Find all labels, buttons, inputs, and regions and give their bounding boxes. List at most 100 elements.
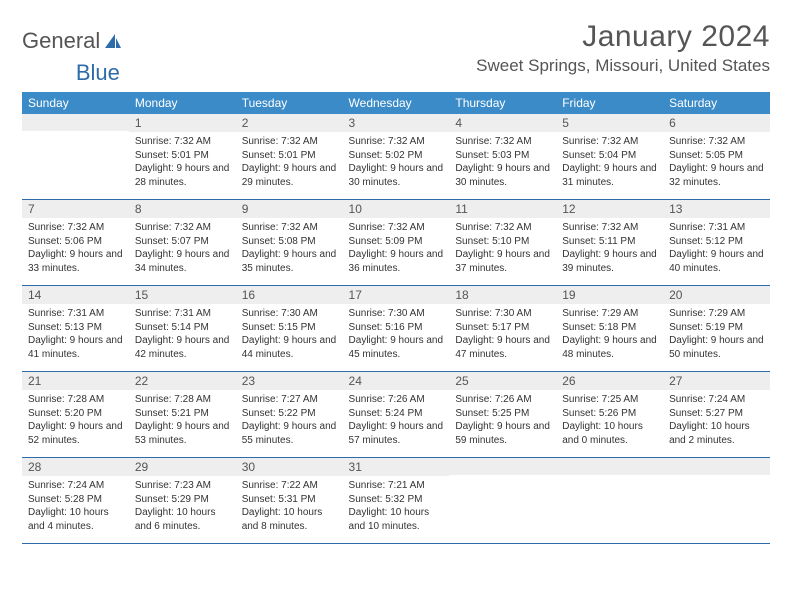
day-cell: 1Sunrise: 7:32 AMSunset: 5:01 PMDaylight…: [129, 114, 236, 200]
weekday-header: Thursday: [449, 92, 556, 114]
day-info: Sunrise: 7:27 AMSunset: 5:22 PMDaylight:…: [236, 390, 343, 457]
day-number: 6: [663, 114, 770, 132]
month-title: January 2024: [476, 20, 770, 54]
day-info: Sunrise: 7:32 AMSunset: 5:05 PMDaylight:…: [663, 132, 770, 199]
day-info: Sunrise: 7:32 AMSunset: 5:07 PMDaylight:…: [129, 218, 236, 285]
day-info: Sunrise: 7:30 AMSunset: 5:17 PMDaylight:…: [449, 304, 556, 371]
logo: General: [22, 20, 123, 54]
day-info: Sunrise: 7:32 AMSunset: 5:02 PMDaylight:…: [343, 132, 450, 199]
day-cell: 20Sunrise: 7:29 AMSunset: 5:19 PMDayligh…: [663, 286, 770, 372]
day-cell: 31Sunrise: 7:21 AMSunset: 5:32 PMDayligh…: [343, 458, 450, 544]
weekday-header: Saturday: [663, 92, 770, 114]
day-number: 24: [343, 372, 450, 390]
day-info: Sunrise: 7:29 AMSunset: 5:19 PMDaylight:…: [663, 304, 770, 371]
day-number: 8: [129, 200, 236, 218]
day-cell: 8Sunrise: 7:32 AMSunset: 5:07 PMDaylight…: [129, 200, 236, 286]
day-info: Sunrise: 7:24 AMSunset: 5:27 PMDaylight:…: [663, 390, 770, 457]
day-number: 25: [449, 372, 556, 390]
day-cell: 9Sunrise: 7:32 AMSunset: 5:08 PMDaylight…: [236, 200, 343, 286]
day-number: 5: [556, 114, 663, 132]
day-info: Sunrise: 7:32 AMSunset: 5:11 PMDaylight:…: [556, 218, 663, 285]
calendar-head: SundayMondayTuesdayWednesdayThursdayFrid…: [22, 92, 770, 114]
day-number: 31: [343, 458, 450, 476]
day-number: 10: [343, 200, 450, 218]
day-info: Sunrise: 7:26 AMSunset: 5:25 PMDaylight:…: [449, 390, 556, 457]
day-info: Sunrise: 7:32 AMSunset: 5:06 PMDaylight:…: [22, 218, 129, 285]
calendar-body: 1Sunrise: 7:32 AMSunset: 5:01 PMDaylight…: [22, 114, 770, 544]
day-info: Sunrise: 7:32 AMSunset: 5:03 PMDaylight:…: [449, 132, 556, 199]
sail-icon: [103, 32, 123, 50]
weekday-header: Friday: [556, 92, 663, 114]
day-info: Sunrise: 7:31 AMSunset: 5:13 PMDaylight:…: [22, 304, 129, 371]
day-info: Sunrise: 7:25 AMSunset: 5:26 PMDaylight:…: [556, 390, 663, 457]
day-info: Sunrise: 7:24 AMSunset: 5:28 PMDaylight:…: [22, 476, 129, 543]
day-number: 11: [449, 200, 556, 218]
day-number: 9: [236, 200, 343, 218]
day-info: Sunrise: 7:32 AMSunset: 5:10 PMDaylight:…: [449, 218, 556, 285]
day-number: 2: [236, 114, 343, 132]
day-info: Sunrise: 7:32 AMSunset: 5:04 PMDaylight:…: [556, 132, 663, 199]
day-cell: 27Sunrise: 7:24 AMSunset: 5:27 PMDayligh…: [663, 372, 770, 458]
day-cell: 16Sunrise: 7:30 AMSunset: 5:15 PMDayligh…: [236, 286, 343, 372]
day-number: 15: [129, 286, 236, 304]
day-cell: 13Sunrise: 7:31 AMSunset: 5:12 PMDayligh…: [663, 200, 770, 286]
day-info: Sunrise: 7:29 AMSunset: 5:18 PMDaylight:…: [556, 304, 663, 371]
day-cell: 24Sunrise: 7:26 AMSunset: 5:24 PMDayligh…: [343, 372, 450, 458]
day-cell: 6Sunrise: 7:32 AMSunset: 5:05 PMDaylight…: [663, 114, 770, 200]
day-cell: 22Sunrise: 7:28 AMSunset: 5:21 PMDayligh…: [129, 372, 236, 458]
day-cell: 29Sunrise: 7:23 AMSunset: 5:29 PMDayligh…: [129, 458, 236, 544]
title-block: January 2024 Sweet Springs, Missouri, Un…: [476, 20, 770, 76]
day-cell: 21Sunrise: 7:28 AMSunset: 5:20 PMDayligh…: [22, 372, 129, 458]
day-cell: 14Sunrise: 7:31 AMSunset: 5:13 PMDayligh…: [22, 286, 129, 372]
day-number: 22: [129, 372, 236, 390]
logo-text-1: General: [22, 28, 100, 54]
day-cell: 28Sunrise: 7:24 AMSunset: 5:28 PMDayligh…: [22, 458, 129, 544]
empty-cell: [22, 114, 129, 200]
day-cell: 10Sunrise: 7:32 AMSunset: 5:09 PMDayligh…: [343, 200, 450, 286]
day-info: Sunrise: 7:22 AMSunset: 5:31 PMDaylight:…: [236, 476, 343, 543]
day-info: Sunrise: 7:26 AMSunset: 5:24 PMDaylight:…: [343, 390, 450, 457]
day-number: 28: [22, 458, 129, 476]
day-cell: 3Sunrise: 7:32 AMSunset: 5:02 PMDaylight…: [343, 114, 450, 200]
empty-cell: [556, 458, 663, 544]
day-cell: 15Sunrise: 7:31 AMSunset: 5:14 PMDayligh…: [129, 286, 236, 372]
day-cell: 12Sunrise: 7:32 AMSunset: 5:11 PMDayligh…: [556, 200, 663, 286]
day-cell: 25Sunrise: 7:26 AMSunset: 5:25 PMDayligh…: [449, 372, 556, 458]
day-number: 29: [129, 458, 236, 476]
day-number: 14: [22, 286, 129, 304]
day-info: Sunrise: 7:21 AMSunset: 5:32 PMDaylight:…: [343, 476, 450, 543]
day-info: Sunrise: 7:32 AMSunset: 5:08 PMDaylight:…: [236, 218, 343, 285]
empty-cell: [449, 458, 556, 544]
day-cell: 11Sunrise: 7:32 AMSunset: 5:10 PMDayligh…: [449, 200, 556, 286]
day-number: 16: [236, 286, 343, 304]
day-cell: 23Sunrise: 7:27 AMSunset: 5:22 PMDayligh…: [236, 372, 343, 458]
logo-text-2: Blue: [76, 60, 120, 86]
day-number: 20: [663, 286, 770, 304]
weekday-header: Wednesday: [343, 92, 450, 114]
day-cell: 30Sunrise: 7:22 AMSunset: 5:31 PMDayligh…: [236, 458, 343, 544]
day-info: Sunrise: 7:30 AMSunset: 5:16 PMDaylight:…: [343, 304, 450, 371]
day-cell: 2Sunrise: 7:32 AMSunset: 5:01 PMDaylight…: [236, 114, 343, 200]
day-cell: 4Sunrise: 7:32 AMSunset: 5:03 PMDaylight…: [449, 114, 556, 200]
day-number: 26: [556, 372, 663, 390]
day-info: Sunrise: 7:31 AMSunset: 5:12 PMDaylight:…: [663, 218, 770, 285]
day-number: 12: [556, 200, 663, 218]
calendar-table: SundayMondayTuesdayWednesdayThursdayFrid…: [22, 92, 770, 544]
day-number: 18: [449, 286, 556, 304]
day-cell: 18Sunrise: 7:30 AMSunset: 5:17 PMDayligh…: [449, 286, 556, 372]
day-cell: 19Sunrise: 7:29 AMSunset: 5:18 PMDayligh…: [556, 286, 663, 372]
day-info: Sunrise: 7:32 AMSunset: 5:01 PMDaylight:…: [236, 132, 343, 199]
day-number: 30: [236, 458, 343, 476]
weekday-header: Sunday: [22, 92, 129, 114]
day-number: 23: [236, 372, 343, 390]
day-number: 7: [22, 200, 129, 218]
day-info: Sunrise: 7:30 AMSunset: 5:15 PMDaylight:…: [236, 304, 343, 371]
day-info: Sunrise: 7:32 AMSunset: 5:09 PMDaylight:…: [343, 218, 450, 285]
weekday-header: Monday: [129, 92, 236, 114]
day-number: 21: [22, 372, 129, 390]
weekday-header: Tuesday: [236, 92, 343, 114]
day-number: 1: [129, 114, 236, 132]
day-cell: 17Sunrise: 7:30 AMSunset: 5:16 PMDayligh…: [343, 286, 450, 372]
day-cell: 26Sunrise: 7:25 AMSunset: 5:26 PMDayligh…: [556, 372, 663, 458]
day-number: 27: [663, 372, 770, 390]
